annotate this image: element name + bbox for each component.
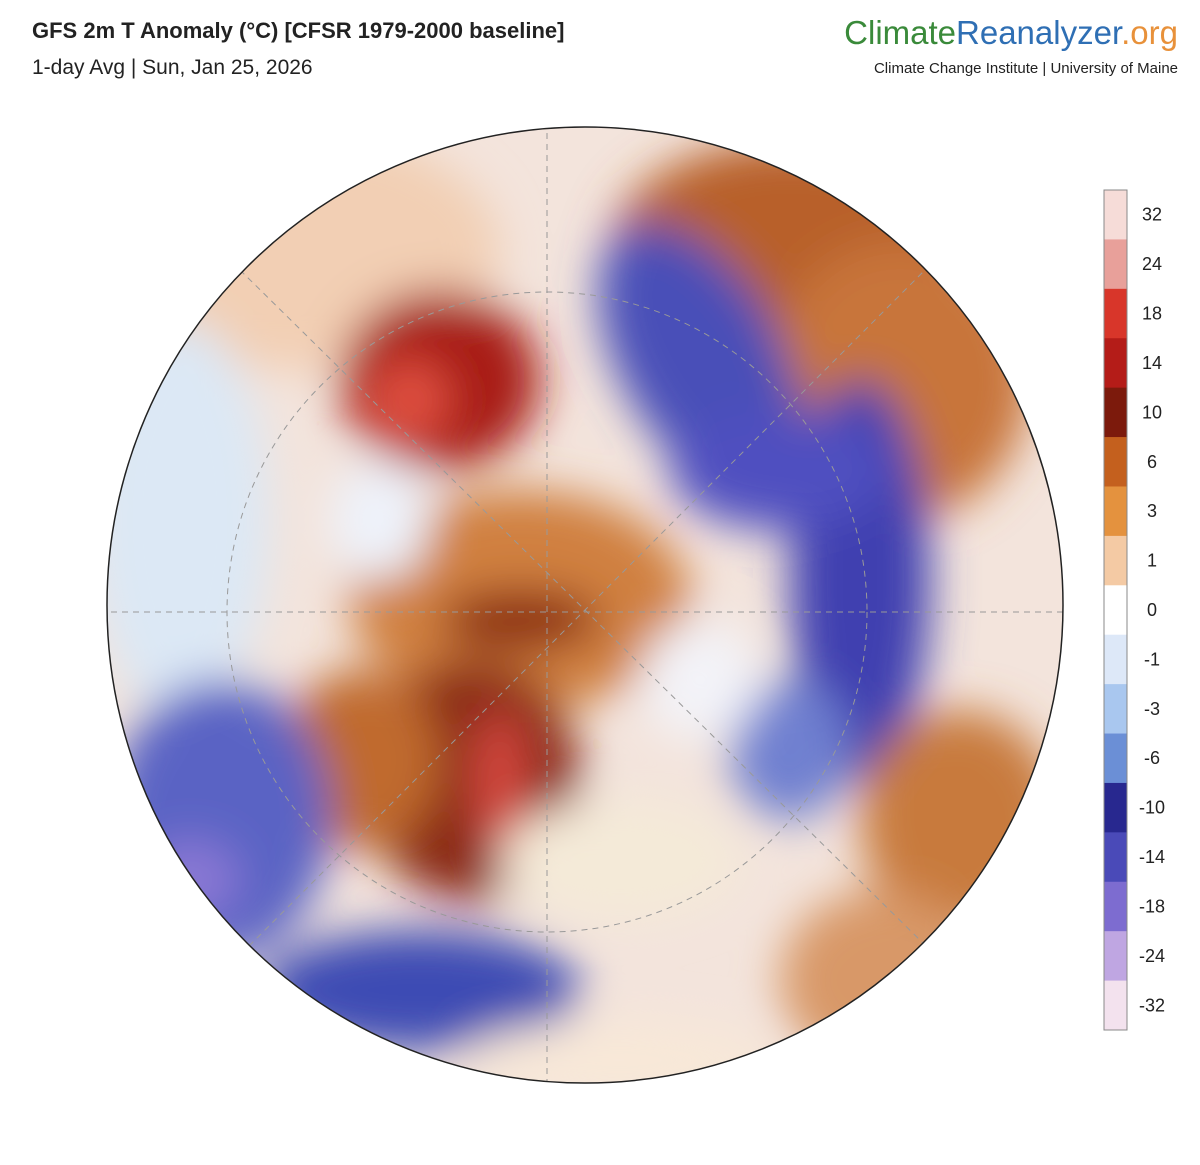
colorbar-swatch xyxy=(1104,239,1127,290)
subtitle: 1-day Avg | Sun, Jan 25, 2026 xyxy=(32,56,313,79)
colorbar-label: 14 xyxy=(1142,353,1162,373)
tagline: Climate Change Institute | University of… xyxy=(873,60,1178,77)
colorbar-swatch xyxy=(1104,931,1127,982)
colorbar-swatch xyxy=(1104,634,1127,685)
colorbar-label: 6 xyxy=(1147,452,1157,472)
colorbar-swatch xyxy=(1104,535,1127,586)
colorbar-swatch xyxy=(1104,338,1127,389)
colorbar-swatch xyxy=(1104,782,1127,833)
colorbar-swatch xyxy=(1104,980,1127,1031)
colorbar-label: 32 xyxy=(1142,205,1162,225)
colorbar-swatch xyxy=(1104,387,1127,438)
colorbar-label: -1 xyxy=(1144,649,1160,669)
colorbar-swatch xyxy=(1104,684,1127,735)
colorbar-label: 24 xyxy=(1142,254,1162,274)
colorbar-swatch xyxy=(1104,486,1127,537)
colorbar-label: 0 xyxy=(1147,600,1157,620)
logo-part: Reanalyzer xyxy=(956,14,1122,51)
colorbar-label: -18 xyxy=(1139,896,1165,916)
anomaly-field xyxy=(107,127,1063,1083)
colorbar-swatch xyxy=(1104,437,1127,487)
logo: ClimateReanalyzer.org xyxy=(844,14,1178,52)
colorbar-label: -14 xyxy=(1139,847,1165,867)
colorbar-label: 10 xyxy=(1142,402,1162,422)
colorbar-label: -6 xyxy=(1144,748,1160,768)
colorbar-swatch xyxy=(1104,733,1127,784)
colorbar-swatch xyxy=(1104,832,1127,883)
colorbar-swatch xyxy=(1104,585,1127,636)
colorbar-label: -32 xyxy=(1139,995,1165,1015)
colorbar-label: 1 xyxy=(1147,551,1157,571)
colorbar-swatch xyxy=(1104,881,1127,932)
colorbar-frame xyxy=(1103,189,1128,1031)
colorbar-label: 18 xyxy=(1142,304,1162,324)
colorbar-swatch xyxy=(1104,288,1127,339)
colorbar-swatch xyxy=(1104,190,1127,240)
colorbar-label: -24 xyxy=(1139,946,1165,966)
logo-part: Climate xyxy=(844,14,957,51)
logo-part: .org xyxy=(1121,14,1178,51)
title: GFS 2m T Anomaly (°C) [CFSR 1979-2000 ba… xyxy=(32,18,565,43)
globe-outline xyxy=(106,126,1064,1084)
colorbar-label: -3 xyxy=(1144,699,1160,719)
colorbar-label: -10 xyxy=(1139,798,1165,818)
colorbar-label: 3 xyxy=(1147,501,1157,521)
